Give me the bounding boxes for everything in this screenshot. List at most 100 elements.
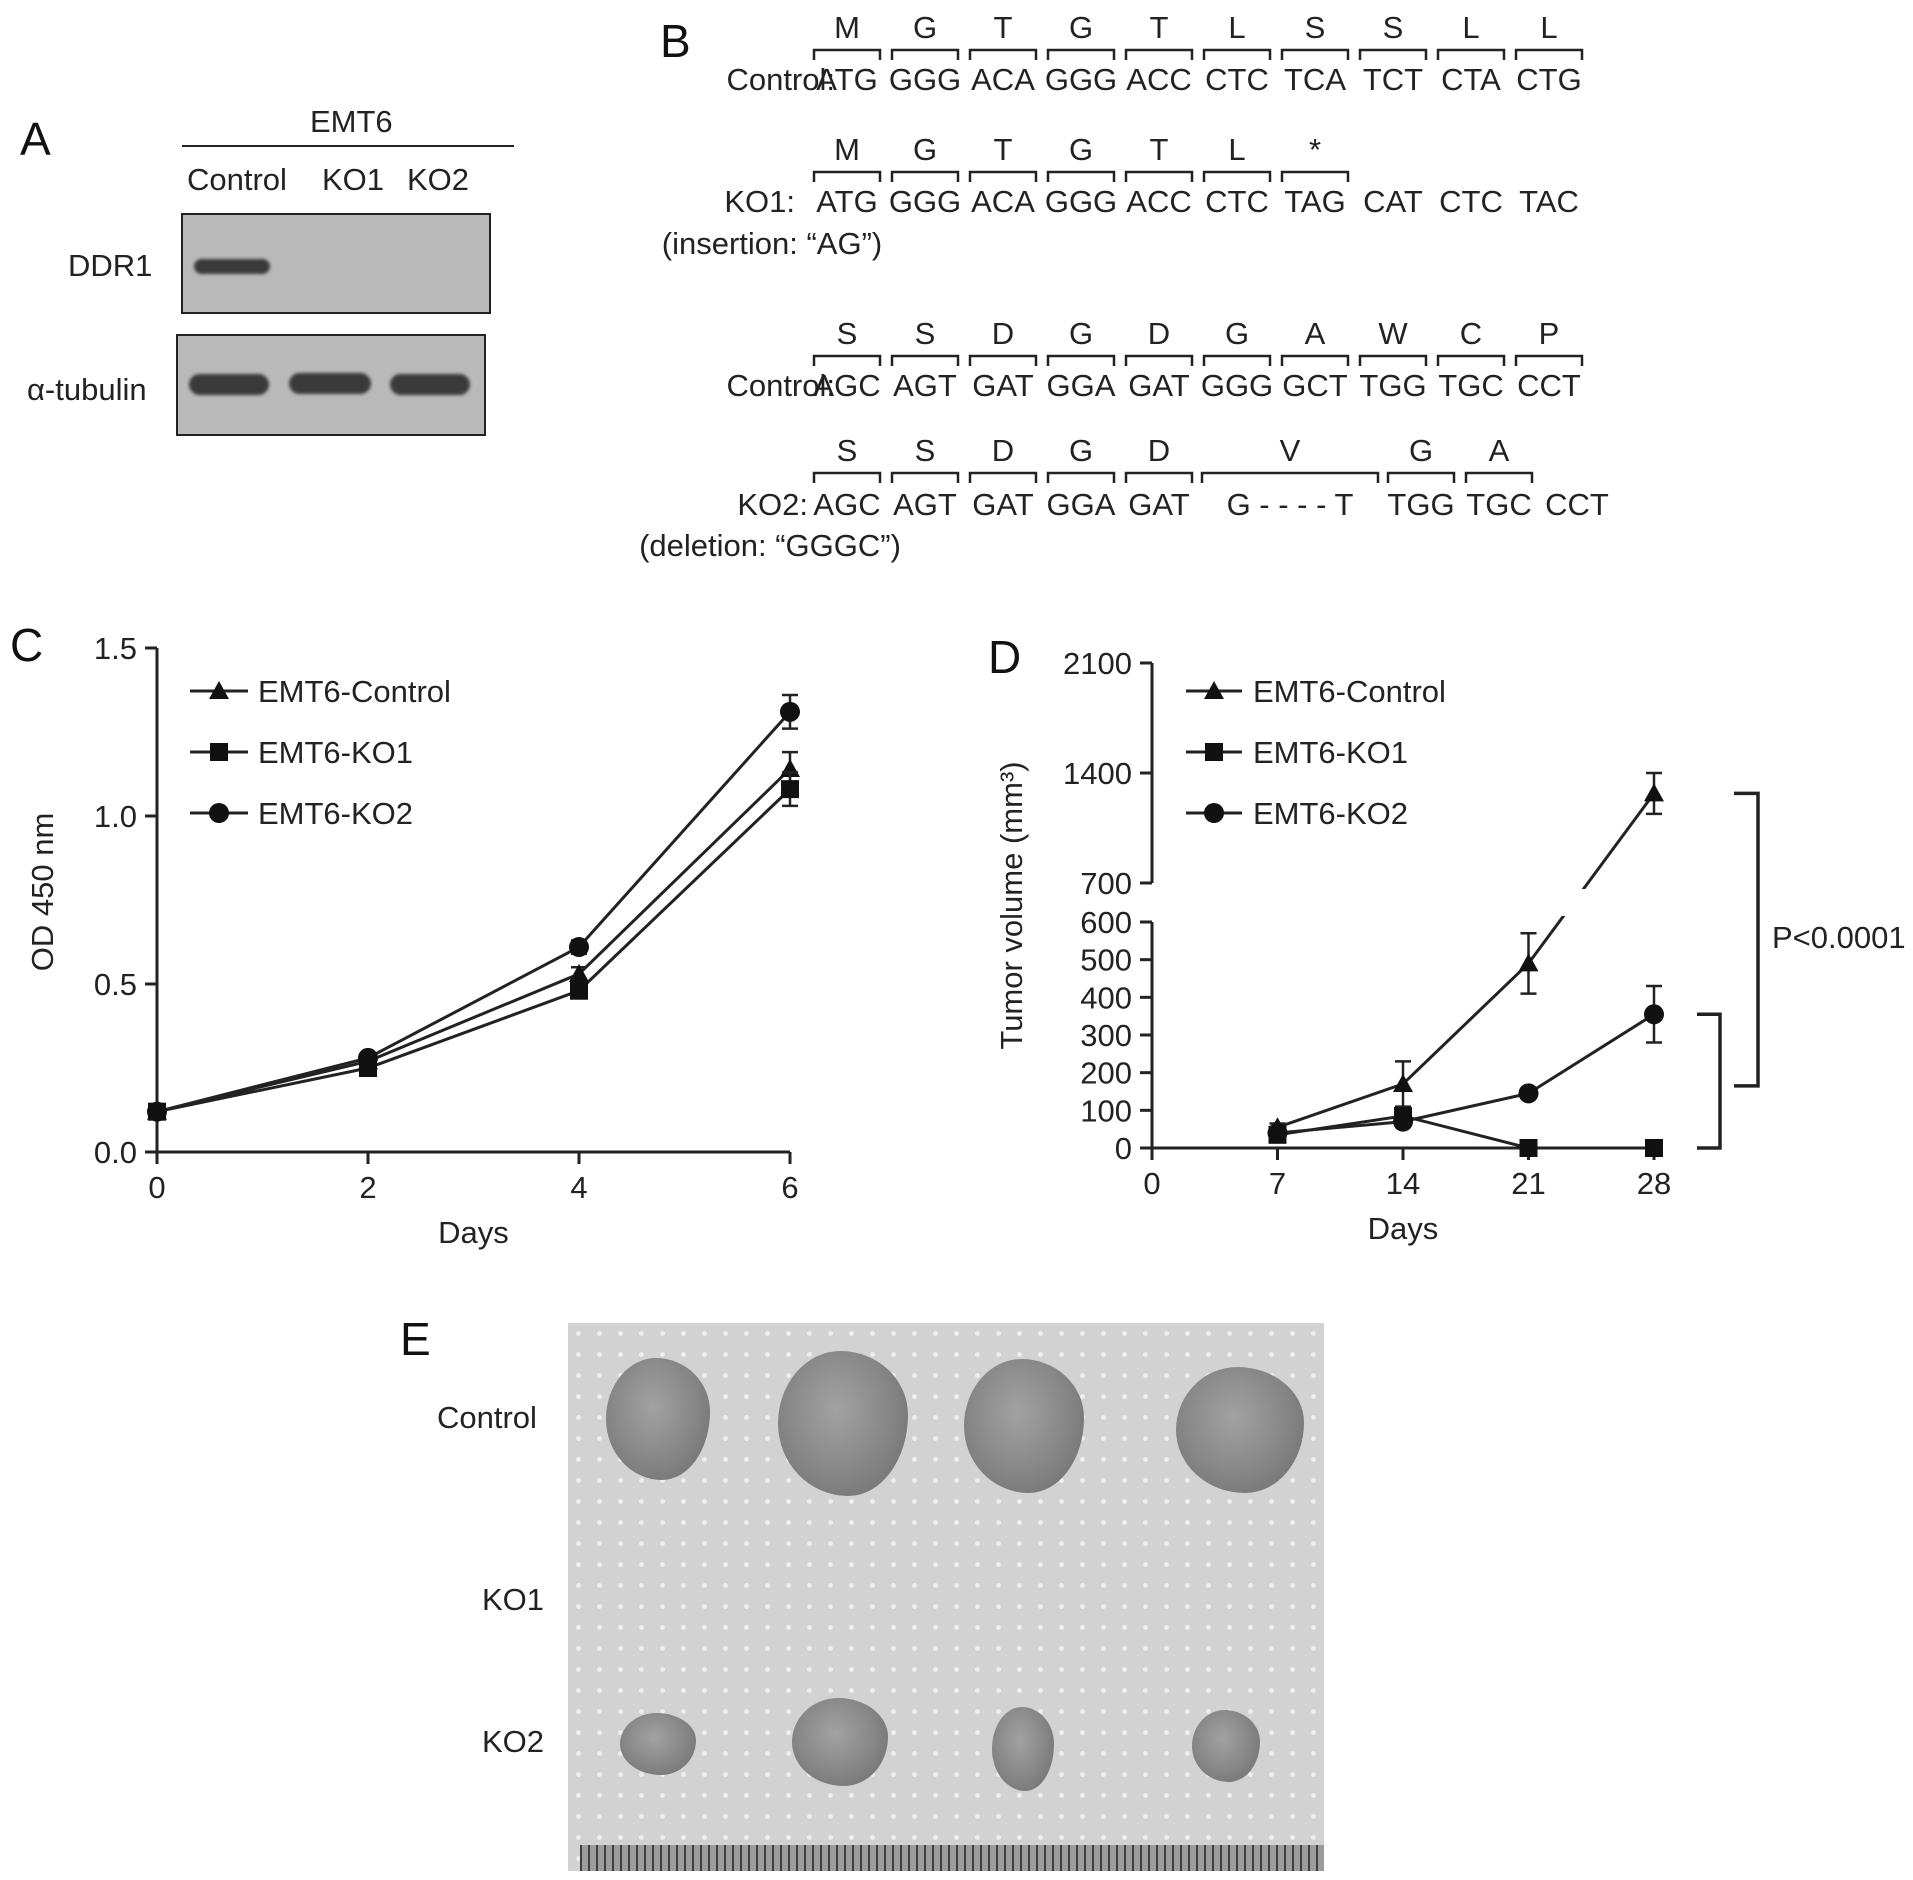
amino-acid-2-9: P: [1539, 316, 1560, 351]
x-tick-label-d-4: 28: [1637, 1166, 1671, 1201]
series-line-c-0: [156, 767, 792, 1114]
point-d-2-0: [1267, 1122, 1288, 1143]
y-tick-label-d-4: 400: [1080, 980, 1132, 1015]
codon-3-4: GAT: [1128, 487, 1189, 522]
legend-marker-d-0: [1204, 681, 1224, 699]
amino-acid-3-0: S: [837, 433, 858, 468]
x-tick-label-c-2: 4: [570, 1170, 587, 1205]
codon-bracket-0-6: [1280, 48, 1350, 60]
y-tick-label-d-6: 600: [1080, 905, 1132, 940]
series-line-c-1: [156, 788, 792, 1114]
codon-bracket-1-0: [812, 170, 882, 182]
amino-acid-3-3: G: [1069, 433, 1093, 468]
tumor-control-2: [778, 1351, 908, 1496]
codon-bracket-1-6: [1280, 170, 1350, 182]
amino-acid-0-7: S: [1383, 10, 1404, 45]
amino-acid-1-0: M: [834, 132, 860, 167]
x-axis-title-d: Days: [1368, 1211, 1439, 1246]
codon-3-0: AGC: [813, 487, 880, 522]
point-d-0-2: [1518, 953, 1539, 972]
point-d-2-2: [1518, 1083, 1539, 1104]
legend-label-c-0: EMT6-Control: [258, 674, 451, 709]
seq-sublabel-1: (insertion: “AG”): [662, 226, 882, 261]
codon-0-4: ACC: [1126, 62, 1191, 97]
codon-bracket-2-3: [1046, 354, 1116, 366]
row-label-ko1: KO1: [482, 1582, 545, 1617]
point-c-2-3: [780, 701, 800, 722]
codon-1-2: ACA: [971, 184, 1035, 219]
codon-bracket-0-0: [812, 48, 882, 60]
amino-acid-1-4: T: [1150, 132, 1169, 167]
point-c-2-1: [358, 1047, 378, 1068]
lane-label-ko1: KO1: [322, 162, 385, 197]
tumor-ko2-3: [992, 1707, 1054, 1791]
legend-label-d-2: EMT6-KO2: [1253, 796, 1408, 831]
amino-acid-0-9: L: [1540, 10, 1557, 45]
codon-bracket-1-4: [1124, 170, 1194, 182]
codon-2-7: TGG: [1359, 368, 1426, 403]
p-value-annotation: P<0.0001: [1772, 920, 1906, 955]
codon-bracket-0-5: [1202, 48, 1272, 60]
codon-bracket-2-6: [1280, 354, 1350, 366]
amino-acid-0-3: G: [1069, 10, 1093, 45]
codon-0-6: TCA: [1284, 62, 1346, 97]
amino-acid-3-2: D: [992, 433, 1014, 468]
codon-bracket-0-8: [1436, 48, 1506, 60]
codon-1-0: ATG: [816, 184, 877, 219]
codon-bracket-1-5: [1202, 170, 1272, 182]
x-tick-label-d-1: 7: [1269, 1166, 1286, 1201]
x-tick-label-c-0: 0: [148, 1170, 165, 1205]
codon-2-6: GCT: [1282, 368, 1348, 403]
legend-label-c-1: EMT6-KO1: [258, 735, 413, 770]
amino-acid-2-5: G: [1225, 316, 1249, 351]
amino-acid-0-6: S: [1305, 10, 1326, 45]
codon-bracket-3-2: [968, 471, 1038, 483]
series-line-d-2: [1277, 1013, 1655, 1135]
y-tick-label-d-2: 200: [1080, 1056, 1132, 1091]
codon-3-1: AGT: [893, 487, 957, 522]
y-tick-label-c-2: 1.0: [94, 799, 137, 834]
seq-label-3: KO2:: [737, 487, 808, 522]
codon-0-1: GGG: [889, 62, 961, 97]
seq-sublabel-3: (deletion: “GGGC”): [639, 528, 901, 563]
codon-0-0: ATG: [816, 62, 877, 97]
codon-bracket-0-7: [1358, 48, 1428, 60]
y-tick-label-d-7: 700: [1080, 866, 1132, 901]
amino-acid-3-1: S: [915, 433, 936, 468]
tumor-ko2-4: [1192, 1710, 1260, 1782]
y-tick-label-c-3: 1.5: [94, 631, 137, 666]
band-ddr1-control: [194, 259, 270, 274]
amino-acid-2-8: C: [1460, 316, 1482, 351]
row-label-ddr1: DDR1: [68, 248, 153, 283]
point-d-0-1: [1393, 1073, 1413, 1092]
codon-bracket-3-5: [1200, 471, 1380, 483]
codon-2-4: GAT: [1128, 368, 1189, 403]
x-tick-label-c-3: 6: [781, 1170, 798, 1205]
point-d-1-3: [1645, 1139, 1663, 1157]
amino-acid-1-5: L: [1228, 132, 1245, 167]
amino-acid-3-6: G: [1409, 433, 1433, 468]
tumor-control-3: [964, 1359, 1084, 1493]
codon-1-4: ACC: [1126, 184, 1191, 219]
codon-bracket-2-5: [1202, 354, 1272, 366]
codon-bracket-2-7: [1358, 354, 1428, 366]
amino-acid-3-7: A: [1489, 433, 1510, 468]
seq-label-2: Control:: [726, 368, 835, 403]
codon-bracket-1-2: [968, 170, 1038, 182]
y-tick-label-d-8: 1400: [1063, 756, 1132, 791]
codon-bracket-0-1: [890, 48, 960, 60]
legend-label-d-0: EMT6-Control: [1253, 674, 1446, 709]
codon-0-7: TCT: [1363, 62, 1423, 97]
codon-1-5: CTC: [1205, 184, 1269, 219]
codon-3-3: GGA: [1047, 487, 1116, 522]
series-line-d-0: [1277, 792, 1656, 1129]
y-tick-label-c-1: 0.5: [94, 967, 137, 1002]
significance-bracket-inner: [1697, 1012, 1722, 1150]
band-tubulin-ko1: [289, 373, 371, 394]
point-c-2-2: [569, 937, 589, 958]
point-d-0-3: [1644, 783, 1664, 802]
legend-label-d-1: EMT6-KO1: [1253, 735, 1408, 770]
codon-bracket-2-9: [1514, 354, 1584, 366]
series-line-d-1: [1277, 1114, 1654, 1150]
codon-bracket-2-2: [968, 354, 1038, 366]
